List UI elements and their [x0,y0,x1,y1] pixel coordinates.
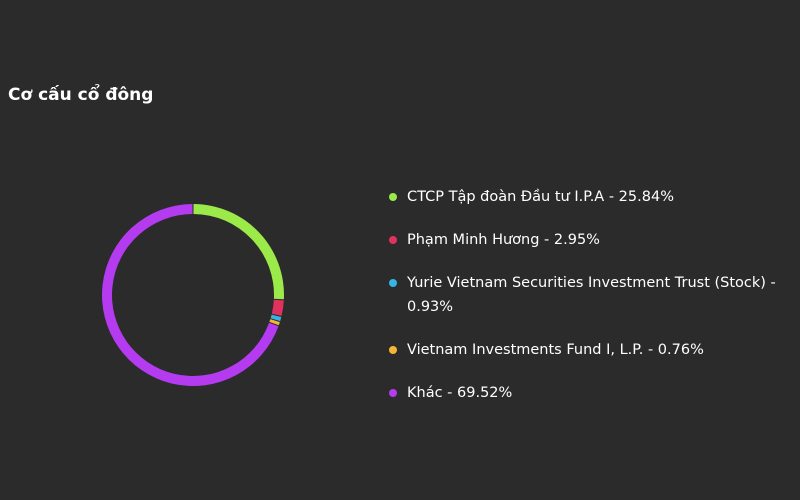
donut-slice-1[interactable] [271,299,284,316]
legend-item-3[interactable]: Vietnam Investments Fund I, L.P. - 0.76% [389,338,794,362]
legend-dot-icon [389,346,397,354]
legend-label: CTCP Tập đoàn Đầu tư I.P.A - 25.84% [407,189,674,205]
legend-dot-icon [389,236,397,244]
donut-slice-3[interactable] [269,319,280,326]
legend-dot-icon [389,193,397,201]
legend-label: Phạm Minh Hương - 2.95% [407,232,600,248]
legend-label: Khác - 69.52% [407,385,513,401]
legend-dot-icon [389,279,397,287]
legend-item-2[interactable]: Yurie Vietnam Securities Investment Trus… [389,271,794,319]
donut-slice-2[interactable] [270,314,282,322]
legend-dot-icon [389,389,397,397]
legend-label: Vietnam Investments Fund I, L.P. - 0.76% [407,342,704,358]
donut-slice-0[interactable] [193,204,285,300]
donut-chart [102,204,285,386]
chart-legend: CTCP Tập đoàn Đầu tư I.P.A - 25.84% Phạm … [389,185,794,405]
legend-item-4[interactable]: Khác - 69.52% [389,381,794,405]
chart-title: Cơ cấu cổ đông [8,85,154,105]
legend-item-0[interactable]: CTCP Tập đoàn Đầu tư I.P.A - 25.84% [389,185,794,209]
legend-item-1[interactable]: Phạm Minh Hương - 2.95% [389,228,794,252]
legend-label: Yurie Vietnam Securities Investment Trus… [407,275,776,315]
